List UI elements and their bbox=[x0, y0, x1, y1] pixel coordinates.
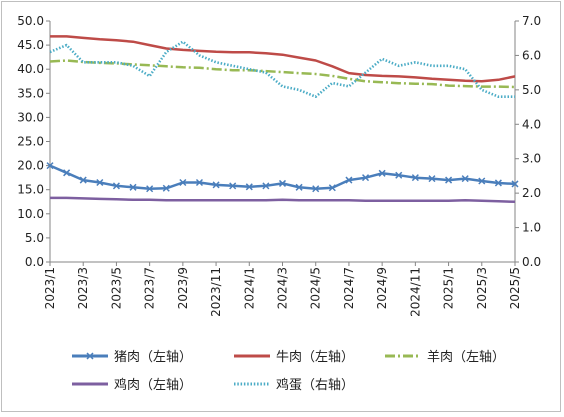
series-point-0 bbox=[146, 185, 154, 193]
legend-label-1: 牛肉（左轴） bbox=[276, 350, 354, 365]
series-point-0 bbox=[494, 179, 502, 187]
x-tick-label: 2024/11 bbox=[408, 267, 422, 317]
series-point-0 bbox=[378, 169, 386, 177]
series-point-0 bbox=[63, 169, 71, 177]
legend-label-3: 鸡肉（左轴） bbox=[114, 377, 192, 393]
series-line-4 bbox=[49, 40, 515, 98]
series-point-0 bbox=[362, 174, 370, 182]
x-tick-label: 2023/1 bbox=[43, 267, 57, 309]
series-line-2 bbox=[49, 59, 516, 89]
series-point-0 bbox=[245, 183, 253, 191]
series-layer bbox=[46, 35, 519, 204]
series-point-0 bbox=[112, 182, 120, 190]
left-tick-label: 35.0 bbox=[17, 86, 44, 100]
series-point-0 bbox=[195, 178, 203, 187]
x-tick-label: 2023/11 bbox=[209, 267, 223, 317]
left-tick-label: 5.0 bbox=[25, 231, 44, 245]
x-tick-label: 2024/5 bbox=[309, 267, 323, 309]
x-tick-label: 2023/5 bbox=[109, 267, 123, 309]
series-line-1 bbox=[50, 35, 516, 83]
x-tick-label: 2024/1 bbox=[242, 267, 256, 309]
series-point-0 bbox=[345, 176, 353, 184]
left-tick-label: 50.0 bbox=[17, 14, 44, 28]
series-point-0 bbox=[411, 174, 419, 182]
left-tick-label: 15.0 bbox=[17, 183, 44, 197]
right-tick-label: 7.0 bbox=[522, 14, 541, 28]
series-point-0 bbox=[445, 176, 453, 184]
series-point-0 bbox=[295, 183, 303, 191]
x-tick-label: 2025/3 bbox=[475, 267, 489, 309]
left-tick-label: 10.0 bbox=[17, 207, 44, 221]
left-tick-label: 20.0 bbox=[17, 159, 44, 173]
series-point-0 bbox=[262, 182, 270, 190]
series-point-0 bbox=[229, 182, 237, 190]
left-tick-label: 0.0 bbox=[25, 255, 44, 269]
x-tick-label: 2023/9 bbox=[176, 267, 190, 309]
legend: 猪肉（左轴） 牛肉（左轴） 羊肉（左轴） 鸡肉（左轴） 鸡蛋（右轴） bbox=[72, 349, 505, 393]
right-tick-label: 5.0 bbox=[522, 83, 541, 97]
series-point-0 bbox=[395, 171, 403, 179]
series-point-0 bbox=[478, 177, 486, 185]
left-tick-label: 25.0 bbox=[17, 135, 44, 149]
x-tick-label: 2024/9 bbox=[375, 267, 389, 309]
series-line-3 bbox=[50, 196, 516, 204]
x-tick-label: 2024/3 bbox=[276, 267, 290, 309]
x-tick-label: 2023/7 bbox=[143, 267, 157, 309]
chart-frame: 0.0 5.0 10.0 15.0 20.0 25.0 30.0 35.0 40.0 45.0 50… bbox=[1, 1, 561, 412]
axes-layer: 0.0 5.0 10.0 15.0 20.0 25.0 30.0 35.0 40.0 45.0 50… bbox=[17, 14, 541, 317]
series-point-0 bbox=[179, 178, 187, 187]
series-point-0 bbox=[96, 178, 104, 187]
series-point-0 bbox=[162, 184, 170, 192]
series-point-0 bbox=[511, 180, 519, 188]
left-tick-label: 30.0 bbox=[17, 110, 44, 124]
legend-label-2: 羊肉（左轴） bbox=[427, 349, 505, 365]
series-point-0 bbox=[46, 162, 54, 170]
series-point-0 bbox=[328, 184, 336, 192]
right-tick-label: 0.0 bbox=[522, 255, 541, 269]
series-point-0 bbox=[278, 179, 287, 187]
legend-marker-0 bbox=[86, 352, 94, 360]
series-line-0 bbox=[49, 164, 516, 190]
left-tick-label: 45.0 bbox=[17, 38, 44, 52]
left-tick-label: 40.0 bbox=[17, 62, 44, 76]
series-point-0 bbox=[461, 175, 469, 183]
x-tick-label: 2024/7 bbox=[342, 267, 356, 309]
x-tick-label: 2025/5 bbox=[508, 267, 522, 309]
series-point-0 bbox=[312, 185, 320, 193]
legend-label-4: 鸡蛋（右轴） bbox=[276, 377, 354, 393]
right-tick-label: 6.0 bbox=[522, 48, 541, 62]
series-point-0 bbox=[129, 183, 137, 191]
right-tick-label: 4.0 bbox=[522, 117, 541, 131]
right-tick-label: 2.0 bbox=[522, 186, 541, 200]
right-tick-label: 3.0 bbox=[522, 152, 541, 166]
chart-svg: 0.0 5.0 10.0 15.0 20.0 25.0 30.0 35.0 40.0 45.0 50… bbox=[17, 14, 541, 393]
x-tick-label: 2023/3 bbox=[76, 267, 90, 309]
legend-label-0: 猪肉（左轴） bbox=[114, 350, 192, 365]
series-point-0 bbox=[428, 175, 436, 183]
series-point-0 bbox=[79, 176, 87, 184]
x-tick-label: 2025/1 bbox=[442, 267, 456, 309]
series-point-0 bbox=[212, 181, 220, 189]
right-tick-label: 1.0 bbox=[522, 221, 541, 235]
